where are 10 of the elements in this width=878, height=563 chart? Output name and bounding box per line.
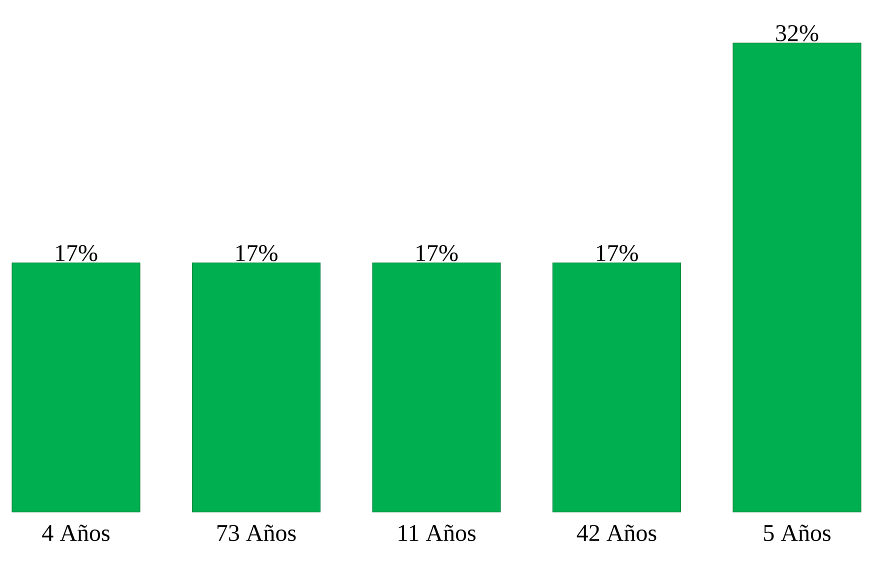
- data-label: 32%: [776, 25, 818, 42]
- data-label: 17%: [596, 244, 638, 262]
- data-label: 17%: [416, 244, 458, 262]
- x-tick-label: 4 Años: [42, 524, 110, 542]
- x-tick-label: 42 Años: [576, 524, 656, 542]
- x-tick-label: 5 Años: [764, 524, 830, 542]
- x-tick-label: 73 Años: [218, 524, 296, 542]
- data-label: 17%: [56, 244, 98, 262]
- x-tick-label: 11 Años: [398, 524, 476, 542]
- data-label: 17%: [236, 244, 278, 262]
